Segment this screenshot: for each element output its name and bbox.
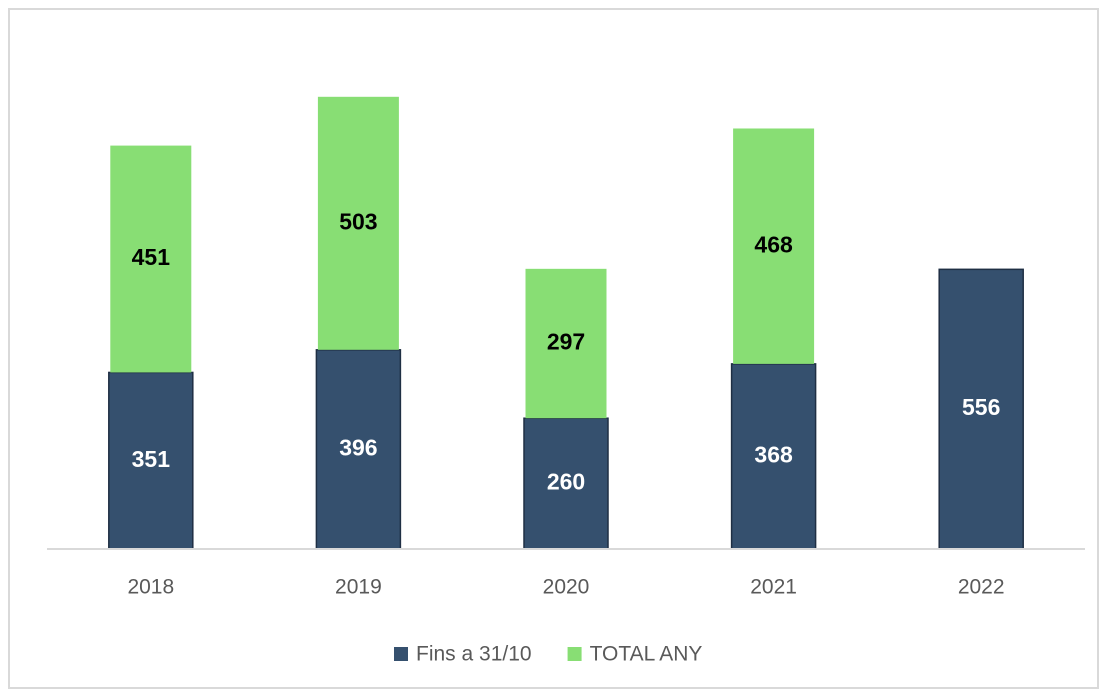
value-label: 297 <box>547 329 585 355</box>
bar <box>525 268 607 419</box>
value-label: 451 <box>132 244 171 270</box>
value-label: 503 <box>339 208 377 234</box>
bar <box>317 96 399 350</box>
x-tick-label: 2018 <box>127 576 174 599</box>
value-label: 396 <box>339 434 377 460</box>
x-tick-label: 2021 <box>750 576 797 599</box>
bar <box>315 349 402 550</box>
bar <box>733 128 815 364</box>
legend-swatch <box>394 647 408 661</box>
value-label: 351 <box>132 446 171 472</box>
bar <box>110 145 192 373</box>
legend-swatch <box>567 647 582 661</box>
value-label: 468 <box>754 231 793 257</box>
value-label: 260 <box>547 469 585 495</box>
value-label: 368 <box>754 442 793 468</box>
legend-label: TOTAL ANY <box>590 643 703 666</box>
x-tick-label: 2022 <box>958 576 1005 599</box>
legend-label: Fins a 31/10 <box>416 643 532 666</box>
bar <box>108 371 194 550</box>
value-label: 556 <box>962 394 1000 420</box>
x-tick-label: 2019 <box>335 576 382 599</box>
x-tick-label: 2020 <box>543 576 590 599</box>
